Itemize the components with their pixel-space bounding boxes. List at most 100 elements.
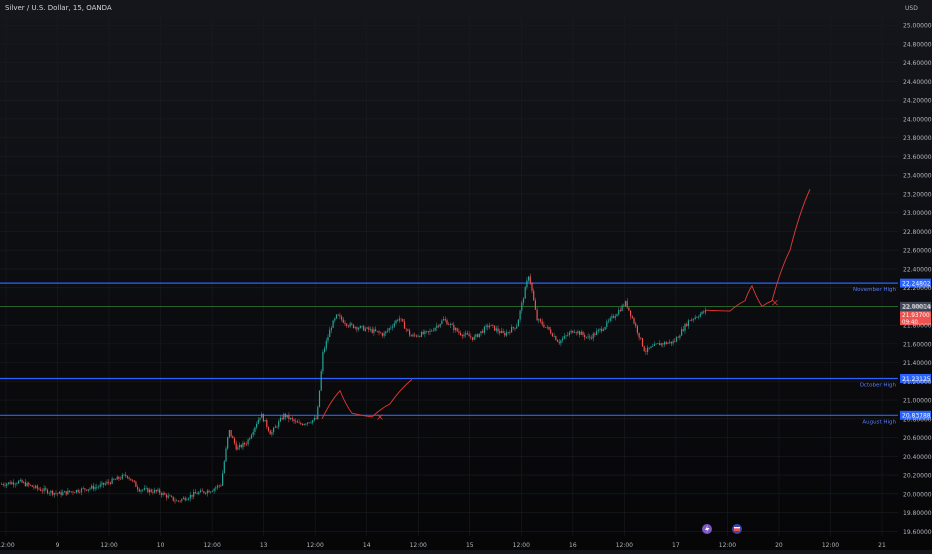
cross-marker[interactable]	[772, 299, 778, 306]
candle	[677, 335, 679, 338]
candle	[228, 429, 230, 439]
candle	[405, 327, 407, 333]
projection-path[interactable]	[704, 189, 811, 312]
candle	[439, 323, 441, 329]
candle	[312, 419, 314, 425]
level-price-tag	[900, 410, 931, 420]
candle	[386, 327, 389, 333]
lightning-icon[interactable]	[702, 524, 712, 534]
candle	[4, 482, 6, 488]
candle	[657, 342, 659, 344]
y-tick-label: 22.20000	[903, 285, 932, 292]
x-tick-label: 21	[878, 542, 886, 549]
candle	[451, 322, 453, 326]
candle	[373, 327, 375, 336]
candle	[519, 309, 521, 323]
candle	[109, 481, 111, 486]
candle	[460, 330, 462, 337]
candle	[227, 436, 229, 450]
y-tick-label: 22.80000	[903, 229, 932, 236]
candle	[244, 441, 246, 447]
candle	[155, 489, 157, 494]
candle	[512, 326, 514, 330]
y-tick-label: 21.40000	[903, 360, 932, 367]
candle	[75, 489, 77, 494]
candle	[533, 288, 535, 301]
candle	[45, 486, 47, 492]
candle	[662, 342, 664, 348]
level-label: October High	[860, 382, 897, 388]
candle	[52, 489, 54, 497]
candle	[108, 479, 110, 486]
candle	[441, 318, 443, 325]
candle	[140, 489, 142, 494]
candle	[641, 337, 644, 348]
candle	[273, 426, 275, 436]
horizontal-levels[interactable]: November High 22.24802 October High 21.2312…	[0, 278, 931, 426]
candle	[495, 326, 497, 333]
x-tick-label: 14	[363, 542, 371, 549]
candle	[123, 474, 125, 477]
candle	[145, 485, 147, 490]
candle	[427, 330, 429, 335]
candle	[539, 317, 542, 324]
candle	[454, 326, 457, 333]
candle	[528, 275, 530, 283]
candle	[388, 327, 390, 334]
candle	[650, 345, 652, 349]
calendar-flag-icon[interactable]	[732, 524, 742, 534]
candle	[120, 476, 122, 480]
time-axis[interactable]: 12:00 9 12:00 10 12:00 13 12:00 14 12:00 15 12:00 1…	[0, 542, 886, 549]
candle	[128, 476, 130, 481]
y-tick-label: 20.40000	[903, 454, 932, 461]
candle	[325, 337, 327, 351]
candle	[31, 484, 33, 488]
candle	[310, 420, 312, 424]
y-tick-label: 23.60000	[903, 154, 932, 161]
cross-marker[interactable]	[377, 414, 383, 420]
candle	[424, 329, 426, 338]
candle	[601, 326, 603, 334]
candle	[181, 498, 183, 503]
candle	[431, 329, 433, 332]
candle	[426, 330, 428, 334]
level-price-value: 20.83788	[902, 413, 931, 420]
grid-layer	[0, 14, 898, 536]
candle	[398, 315, 400, 323]
candle	[526, 277, 528, 290]
candle	[344, 319, 346, 327]
y-tick-label: 19.80000	[903, 510, 932, 517]
candle	[79, 489, 81, 494]
candle	[233, 436, 236, 446]
candle	[137, 484, 139, 493]
candle	[293, 418, 295, 424]
candle	[352, 324, 355, 329]
x-tick-label: 10	[157, 542, 165, 549]
candle	[477, 333, 479, 338]
candle	[298, 419, 300, 424]
candle	[89, 487, 91, 492]
projection-drawings[interactable]	[321, 189, 811, 420]
candle	[237, 444, 239, 450]
candle	[65, 491, 67, 497]
level-price-tag	[900, 278, 931, 288]
x-tick-label: 17	[672, 542, 680, 549]
candle	[159, 487, 161, 496]
candle	[106, 479, 108, 486]
event-icons[interactable]	[702, 524, 742, 534]
price-axis[interactable]: 19.60000 19.80000 20.00000 20.20000 20.40000…	[903, 23, 932, 536]
candle	[276, 425, 278, 429]
projection-path[interactable]	[321, 379, 413, 420]
candle	[74, 491, 76, 494]
candle	[24, 479, 26, 487]
candle	[189, 491, 191, 502]
candle	[164, 491, 166, 495]
candle	[184, 496, 186, 502]
candle	[521, 300, 523, 314]
y-tick-label: 21.80000	[903, 323, 932, 330]
candle	[548, 326, 550, 331]
x-tick-label: 9	[56, 542, 60, 549]
candle	[222, 470, 224, 486]
